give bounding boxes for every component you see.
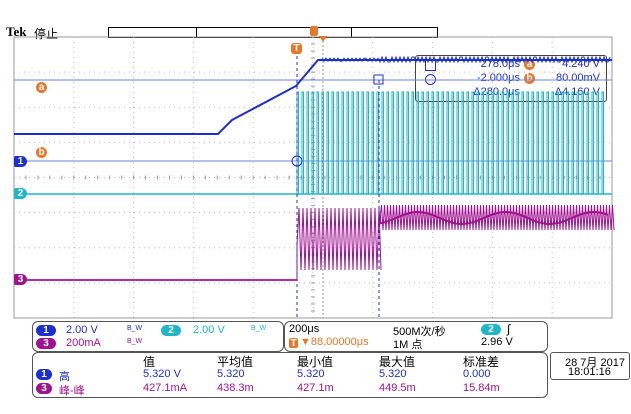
date: 28 7月 2017 (565, 357, 625, 369)
ch1-bw-limit: B_W (127, 325, 143, 332)
trigger-level: 2.96 V (481, 336, 513, 348)
ch3-ground-marker[interactable]: 3 (14, 274, 27, 285)
cursor-a-badge: a (524, 59, 535, 70)
ch2-badge[interactable]: 2 (161, 325, 181, 336)
meas-row1-max: 5.320 (379, 368, 407, 380)
meas-row2-channel-badge: 3 (36, 383, 52, 394)
time-per-div: 200μs (289, 323, 320, 335)
meas-row1-label: 高 (59, 371, 70, 383)
meas-row2-value: 427.1mA (143, 382, 188, 394)
ch1-ground-marker[interactable]: 1 (14, 156, 27, 167)
cursor-b-marker-icon (291, 155, 303, 167)
cursor-a-left-marker: a (36, 82, 47, 93)
ch3-badge[interactable]: 3 (36, 338, 56, 349)
meas-header-max: 最大值 (379, 355, 416, 369)
meas-header-stddev: 标准差 (463, 355, 500, 369)
trigger-position-icon (310, 26, 318, 36)
graticule-frame (13, 36, 613, 319)
ch2-trigger-source-badge: 2 (481, 324, 501, 335)
trigger-pos-t-icon: T (289, 338, 298, 349)
ch3-scale: 200mA (66, 337, 101, 349)
meas-row2-mean: 438.3m (217, 382, 254, 394)
meas-header-mean: 平均值 (217, 355, 254, 369)
ch1-badge[interactable]: 1 (36, 325, 56, 336)
meas-row2-max: 449.5m (379, 382, 416, 394)
horizontal-trigger-panel: 200μs 500M次/秒 2 ∫ T ▼88.00000μs 1M 点 2.9… (284, 321, 548, 352)
trigger-t-marker: T (291, 43, 302, 54)
meas-header-min: 最小值 (297, 355, 334, 369)
measurements-panel: 值 平均值 最小值 最大值 标准差 1 高 5.320 V 5.320 5.32… (32, 352, 548, 398)
sample-rate: 500M次/秒 (393, 326, 446, 338)
trigger-position: ▼88.00000μs (300, 336, 369, 348)
meas-row2-label: 峰-峰 (59, 385, 85, 397)
meas-row1-min: 5.320 (297, 368, 325, 380)
brand-logo: Tek (6, 24, 27, 39)
record-length: 1M 点 (393, 339, 423, 351)
meas-row2-min: 427.1m (297, 382, 334, 394)
cursor-b-volt: 80.00mV (555, 72, 600, 84)
cursor-readout-panel: 278.0μs a 4.240 V -2.000μs b 80.00mV Δ28… (415, 55, 607, 102)
date-time-panel: 28 7月 2017 18:01:16 (550, 352, 630, 380)
ch1-waveform (14, 55, 612, 135)
cursor-b-left-marker: b (36, 147, 47, 158)
meas-row1-channel-badge: 1 (36, 369, 52, 380)
trigger-slope-icon: ∫ (507, 322, 511, 336)
cursor-a-marker-icon (373, 74, 384, 85)
cursor-b-time: -2.000μs (476, 72, 520, 84)
trigger-level-arrow-icon (319, 36, 327, 42)
ch3-bw-limit: B_W (127, 338, 143, 345)
cursor-b-badge: b (524, 73, 535, 84)
ch2-waveform (14, 91, 612, 195)
meas-header-value: 值 (143, 355, 156, 369)
ch2-scale: 2.00 V (193, 324, 225, 336)
ch3-waveform (14, 204, 615, 281)
ch2-ground-marker[interactable]: 2 (14, 188, 27, 199)
ch1-scale: 2.00 V (66, 324, 98, 336)
meas-row1-stddev: 0.000 (463, 368, 491, 380)
meas-row2-stddev: 15.84m (463, 382, 500, 394)
time: 18:01:16 (568, 366, 611, 378)
channel-settings-panel: 1 2.00 V B_W 2 2.00 V B_W 3 200mA B_W (32, 321, 284, 352)
meas-row1-value: 5.320 V (143, 368, 181, 380)
ch2-bw-limit: B_W (251, 325, 267, 332)
meas-row1-mean: 5.320 (217, 368, 245, 380)
